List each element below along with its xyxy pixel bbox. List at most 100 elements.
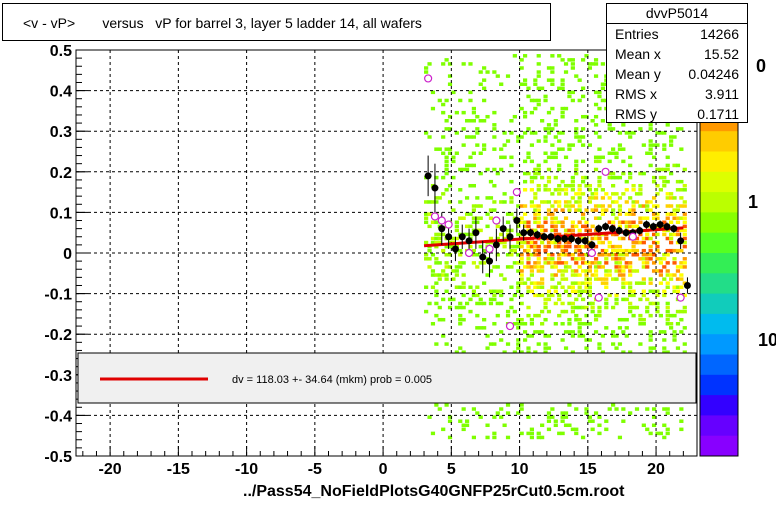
heat-cell bbox=[519, 106, 524, 111]
heat-cell bbox=[584, 338, 589, 342]
heat-cell bbox=[546, 127, 552, 131]
heat-cell bbox=[665, 192, 670, 196]
heat-cell bbox=[607, 244, 612, 249]
heat-cell bbox=[587, 338, 593, 342]
heat-cell bbox=[611, 200, 616, 204]
heat-cell bbox=[567, 147, 572, 151]
x-tick-label: -10 bbox=[235, 461, 258, 478]
heat-cell bbox=[560, 309, 565, 314]
heat-cell bbox=[434, 342, 439, 346]
heat-cell bbox=[519, 216, 524, 220]
heat-cell bbox=[580, 127, 586, 131]
heat-cell bbox=[658, 131, 663, 135]
heat-cell bbox=[651, 175, 657, 180]
heat-cell bbox=[563, 62, 569, 66]
heat-cell bbox=[546, 131, 552, 135]
heat-cell bbox=[543, 228, 548, 233]
heat-cell bbox=[519, 431, 524, 436]
data-point bbox=[451, 245, 459, 253]
heat-cell bbox=[584, 220, 589, 225]
heat-cell bbox=[546, 261, 552, 265]
heat-cell bbox=[563, 269, 569, 273]
heat-cell bbox=[577, 208, 582, 212]
heat-cell bbox=[553, 261, 558, 265]
heat-cell bbox=[590, 309, 595, 314]
heat-cell bbox=[651, 204, 657, 208]
heat-cell bbox=[580, 216, 586, 220]
heat-cell bbox=[471, 135, 477, 139]
heat-cell bbox=[587, 66, 593, 70]
heat-cell bbox=[577, 257, 582, 261]
heat-cell bbox=[557, 297, 562, 302]
heat-cell bbox=[475, 293, 480, 298]
heat-cell bbox=[651, 346, 657, 350]
heat-cell bbox=[669, 192, 674, 196]
heat-cell bbox=[593, 114, 599, 119]
heat-cell bbox=[540, 277, 545, 281]
heat-cell bbox=[447, 200, 453, 204]
heat-cell bbox=[447, 151, 453, 155]
heat-cell bbox=[550, 204, 555, 208]
heat-cell bbox=[546, 110, 552, 115]
fit-legend: dv = 118.03 +- 34.64 (mkm) prob = 0.005 bbox=[77, 352, 697, 404]
heat-cell bbox=[509, 265, 514, 269]
legend-text: dv = 118.03 +- 34.64 (mkm) prob = 0.005 bbox=[232, 374, 432, 386]
heat-cell bbox=[488, 269, 494, 273]
heat-cell bbox=[560, 179, 565, 184]
heat-cell bbox=[614, 248, 619, 253]
heat-cell bbox=[567, 183, 572, 188]
heat-cell bbox=[580, 114, 586, 119]
heat-cell bbox=[597, 261, 602, 265]
x-tick-label: 5 bbox=[447, 461, 456, 478]
heat-cell bbox=[584, 228, 589, 233]
heat-cell bbox=[679, 330, 684, 334]
heat-cell bbox=[567, 285, 572, 289]
heat-cell bbox=[447, 415, 453, 419]
heat-cell bbox=[546, 123, 552, 127]
heat-cell bbox=[597, 277, 602, 281]
heat-cell bbox=[682, 216, 687, 220]
heat-cell bbox=[584, 244, 589, 249]
palette-swatch bbox=[700, 131, 738, 152]
heat-cell bbox=[519, 277, 524, 281]
heat-cell bbox=[543, 216, 548, 220]
heat-cell bbox=[563, 253, 569, 257]
heat-cell bbox=[624, 261, 629, 265]
heat-cell bbox=[658, 167, 663, 172]
heat-cell bbox=[447, 244, 453, 249]
heat-cell bbox=[570, 220, 575, 225]
palette-label: 0 bbox=[756, 56, 766, 76]
open-data-point bbox=[601, 167, 610, 176]
heat-cell bbox=[662, 293, 667, 298]
heat-cell bbox=[557, 54, 562, 58]
heat-cell bbox=[464, 232, 470, 237]
heat-cell bbox=[424, 309, 429, 314]
heat-cell bbox=[553, 188, 558, 192]
heat-cell bbox=[560, 285, 565, 289]
heat-cell bbox=[679, 419, 684, 423]
heat-cell bbox=[577, 204, 582, 208]
heat-cell bbox=[617, 326, 623, 330]
heat-cell bbox=[533, 281, 538, 285]
heat-cell bbox=[540, 281, 545, 285]
heat-cell bbox=[447, 305, 453, 310]
heat-cell bbox=[529, 204, 535, 208]
heat-cell bbox=[567, 403, 572, 407]
heat-cell bbox=[536, 265, 541, 269]
heat-cell bbox=[495, 171, 500, 176]
heat-cell bbox=[641, 143, 646, 147]
heat-cell bbox=[641, 248, 646, 253]
heat-cell bbox=[430, 106, 436, 111]
heat-cell bbox=[519, 135, 524, 139]
heat-cell bbox=[536, 212, 541, 216]
data-point bbox=[492, 241, 500, 249]
heat-cell bbox=[624, 212, 629, 216]
heat-cell bbox=[607, 220, 612, 225]
heat-cell bbox=[631, 200, 636, 204]
heat-cell bbox=[536, 285, 541, 289]
heat-cell bbox=[536, 86, 541, 91]
heat-cell bbox=[651, 179, 657, 184]
heat-cell bbox=[675, 346, 681, 350]
heat-cell bbox=[557, 253, 562, 257]
heat-cell bbox=[604, 208, 609, 212]
